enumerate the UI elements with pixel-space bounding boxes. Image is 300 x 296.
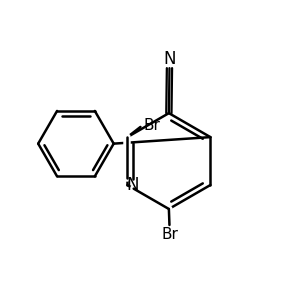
- Text: Br: Br: [161, 227, 178, 242]
- Text: N: N: [163, 50, 176, 68]
- Text: N: N: [126, 176, 139, 194]
- Text: Br: Br: [143, 118, 160, 133]
